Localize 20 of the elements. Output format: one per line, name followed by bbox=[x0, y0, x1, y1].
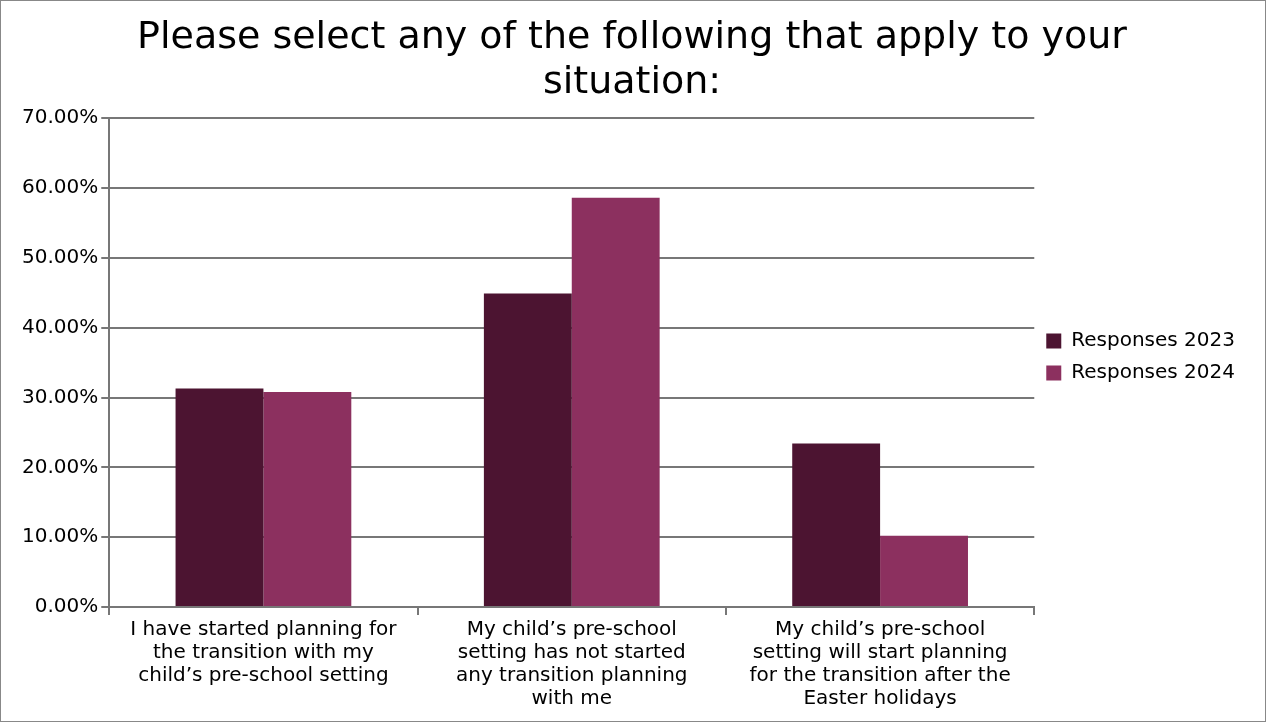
bar bbox=[880, 535, 968, 606]
x-tick-label: My child’s pre-school setting will start planning for the transition after the Easter holidays bbox=[749, 615, 1011, 709]
x-tick-label: My child’s pre-school setting has not started any transition planning with me bbox=[455, 615, 688, 709]
y-tick-label: 30.00% bbox=[21, 383, 99, 408]
bar bbox=[792, 443, 881, 606]
y-tick-label: 0.00% bbox=[34, 593, 99, 618]
bar bbox=[483, 293, 572, 606]
chart-title: Please select any of the following that apply to your situation: bbox=[137, 12, 1128, 103]
y-tick-label: 20.00% bbox=[21, 453, 99, 478]
bar bbox=[571, 197, 660, 606]
x-tick-label: I have started planning for the transition with my child’s pre-school setting bbox=[130, 615, 398, 686]
y-tick-label: 60.00% bbox=[21, 174, 99, 199]
y-tick-label: 40.00% bbox=[21, 313, 99, 338]
legend-label: Responses 2023 bbox=[1071, 327, 1235, 352]
bar bbox=[175, 388, 264, 606]
y-tick-label: 70.00% bbox=[21, 104, 99, 129]
y-tick-label: 50.00% bbox=[21, 244, 99, 269]
bar bbox=[263, 391, 352, 606]
legend-label: Responses 2024 bbox=[1071, 359, 1235, 384]
y-tick-label: 10.00% bbox=[21, 523, 99, 548]
